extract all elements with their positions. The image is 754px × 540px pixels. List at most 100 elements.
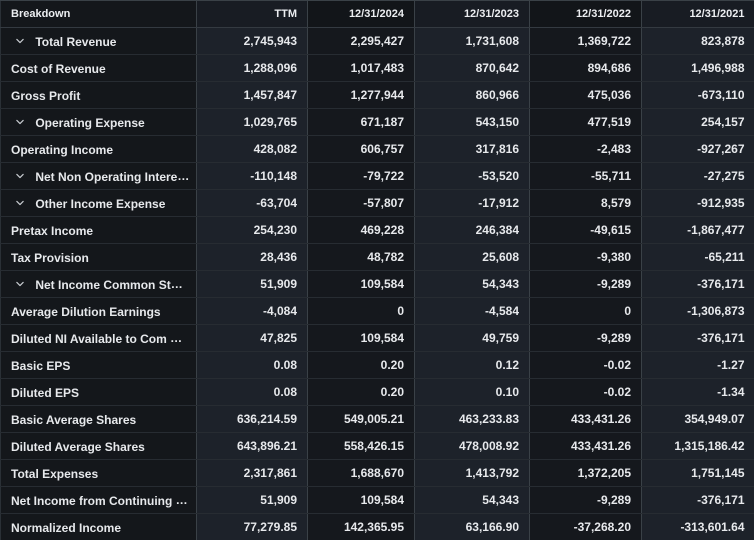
value-cell: 558,426.15	[307, 432, 415, 460]
value-cell: 51,909	[196, 270, 308, 298]
chevron-down-icon[interactable]	[15, 36, 25, 46]
value-cell: 1,457,847	[196, 81, 308, 109]
value-cell: 469,228	[307, 216, 415, 244]
value-cell: 0.20	[307, 378, 415, 406]
value-cell: 1,731,608	[414, 27, 530, 55]
value-cell: 543,150	[414, 108, 530, 136]
value-cell: 77,279.85	[196, 513, 308, 540]
value-cell: 254,230	[196, 216, 308, 244]
value-cell: 2,745,943	[196, 27, 308, 55]
value-cell: -1.34	[641, 378, 754, 406]
chevron-down-icon[interactable]	[15, 171, 25, 181]
table-row: Net Non Operating Interest In... -110,14…	[0, 162, 754, 190]
row-label: Total Revenue	[35, 34, 117, 49]
value-cell: 643,896.21	[196, 432, 308, 460]
value-cell: 49,759	[414, 324, 530, 352]
row-label-cell: Basic EPS	[0, 351, 197, 379]
row-label-cell: Tax Provision	[0, 243, 197, 271]
value-cell: 433,431.26	[529, 405, 642, 433]
value-cell: 8,579	[529, 189, 642, 217]
value-cell: 254,157	[641, 108, 754, 136]
value-cell: -9,380	[529, 243, 642, 271]
row-label-cell[interactable]: Net Income Common Stockh...	[0, 270, 197, 298]
value-cell: 54,343	[414, 270, 530, 298]
value-cell: 428,082	[196, 135, 308, 163]
row-label-cell: Cost of Revenue	[0, 54, 197, 82]
value-cell: 478,008.92	[414, 432, 530, 460]
value-cell: 109,584	[307, 270, 415, 298]
row-label: Normalized Income	[11, 520, 122, 535]
table-row: Total Revenue 2,745,943 2,295,427 1,731,…	[0, 27, 754, 55]
row-label: Average Dilution Earnings	[11, 304, 161, 319]
row-label: Pretax Income	[11, 223, 94, 238]
value-cell: -1.27	[641, 351, 754, 379]
header-date-2022: 12/31/2022	[529, 0, 642, 28]
value-cell: 463,233.83	[414, 405, 530, 433]
value-cell: 246,384	[414, 216, 530, 244]
value-cell: 0.08	[196, 378, 308, 406]
table-row: Other Income Expense -63,704 -57,807 -17…	[0, 189, 754, 217]
value-cell: -9,289	[529, 270, 642, 298]
value-cell: 317,816	[414, 135, 530, 163]
value-cell: 48,782	[307, 243, 415, 271]
header-date-2023: 12/31/2023	[414, 0, 530, 28]
value-cell: 109,584	[307, 324, 415, 352]
row-label: Gross Profit	[11, 88, 81, 103]
value-cell: 142,365.95	[307, 513, 415, 540]
chevron-down-icon[interactable]	[15, 279, 25, 289]
value-cell: -376,171	[641, 324, 754, 352]
value-cell: -0.02	[529, 351, 642, 379]
value-cell: 1,688,670	[307, 459, 415, 487]
row-label: Operating Expense	[35, 115, 145, 130]
table-row: Operating Expense 1,029,765 671,187 543,…	[0, 108, 754, 136]
value-cell: 47,825	[196, 324, 308, 352]
header-date-2021: 12/31/2021	[641, 0, 754, 28]
value-cell: -79,722	[307, 162, 415, 190]
value-cell: -1,867,477	[641, 216, 754, 244]
value-cell: -4,584	[414, 297, 530, 325]
value-cell: 63,166.90	[414, 513, 530, 540]
value-cell: -27,275	[641, 162, 754, 190]
table-row: Net Income Common Stockh... 51,909 109,5…	[0, 270, 754, 298]
row-label-cell: Gross Profit	[0, 81, 197, 109]
chevron-down-icon[interactable]	[15, 198, 25, 208]
value-cell: -0.02	[529, 378, 642, 406]
row-label-cell[interactable]: Operating Expense	[0, 108, 197, 136]
value-cell: 1,017,483	[307, 54, 415, 82]
row-label-cell[interactable]: Net Non Operating Interest In...	[0, 162, 197, 190]
value-cell: -57,807	[307, 189, 415, 217]
value-cell: 0	[307, 297, 415, 325]
value-cell: 1,369,722	[529, 27, 642, 55]
value-cell: 1,751,145	[641, 459, 754, 487]
value-cell: 433,431.26	[529, 432, 642, 460]
value-cell: -912,935	[641, 189, 754, 217]
table-row: Pretax Income 254,230 469,228 246,384 -4…	[0, 216, 754, 244]
value-cell: 1,029,765	[196, 108, 308, 136]
value-cell: 0.20	[307, 351, 415, 379]
value-cell: 1,496,988	[641, 54, 754, 82]
value-cell: 354,949.07	[641, 405, 754, 433]
table-row: Diluted Average Shares 643,896.21 558,42…	[0, 432, 754, 460]
row-label-cell[interactable]: Other Income Expense	[0, 189, 197, 217]
table-row: Basic EPS 0.08 0.20 0.12 -0.02 -1.27	[0, 351, 754, 379]
table-row: Normalized Income 77,279.85 142,365.95 6…	[0, 513, 754, 540]
value-cell: 477,519	[529, 108, 642, 136]
row-label: Basic EPS	[11, 358, 71, 373]
value-cell: 54,343	[414, 486, 530, 514]
table-row: Total Expenses 2,317,861 1,688,670 1,413…	[0, 459, 754, 487]
table-row: Average Dilution Earnings -4,084 0 -4,58…	[0, 297, 754, 325]
row-label-cell: Average Dilution Earnings	[0, 297, 197, 325]
row-label: Net Non Operating Interest In...	[35, 169, 197, 184]
value-cell: 25,608	[414, 243, 530, 271]
value-cell: 636,214.59	[196, 405, 308, 433]
chevron-down-icon[interactable]	[15, 117, 25, 127]
header-breakdown: Breakdown	[0, 0, 197, 28]
row-label: Other Income Expense	[35, 196, 166, 211]
row-label-cell[interactable]: Total Revenue	[0, 27, 197, 55]
row-label-cell: Normalized Income	[0, 513, 197, 540]
value-cell: 606,757	[307, 135, 415, 163]
row-label: Net Income from Continuing & D...	[11, 493, 197, 508]
header-row: Breakdown TTM 12/31/2024 12/31/2023 12/3…	[0, 0, 754, 28]
row-label-cell: Pretax Income	[0, 216, 197, 244]
